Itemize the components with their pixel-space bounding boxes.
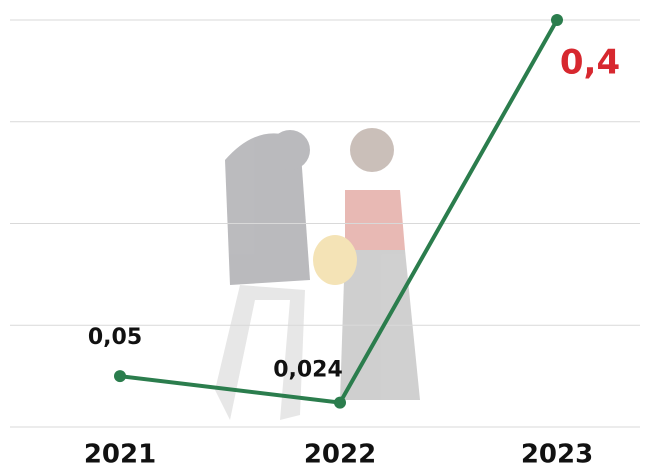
data-point bbox=[551, 14, 563, 26]
value-label: 0,4 bbox=[560, 43, 620, 83]
x-tick-label: 2022 bbox=[304, 440, 376, 468]
x-tick-label: 2021 bbox=[84, 440, 156, 468]
value-label: 0,05 bbox=[88, 325, 142, 350]
data-line bbox=[119, 19, 559, 405]
data-point bbox=[334, 396, 346, 409]
value-label: 0,024 bbox=[273, 358, 343, 383]
x-tick-label: 2023 bbox=[521, 440, 593, 468]
data-point bbox=[114, 370, 126, 383]
